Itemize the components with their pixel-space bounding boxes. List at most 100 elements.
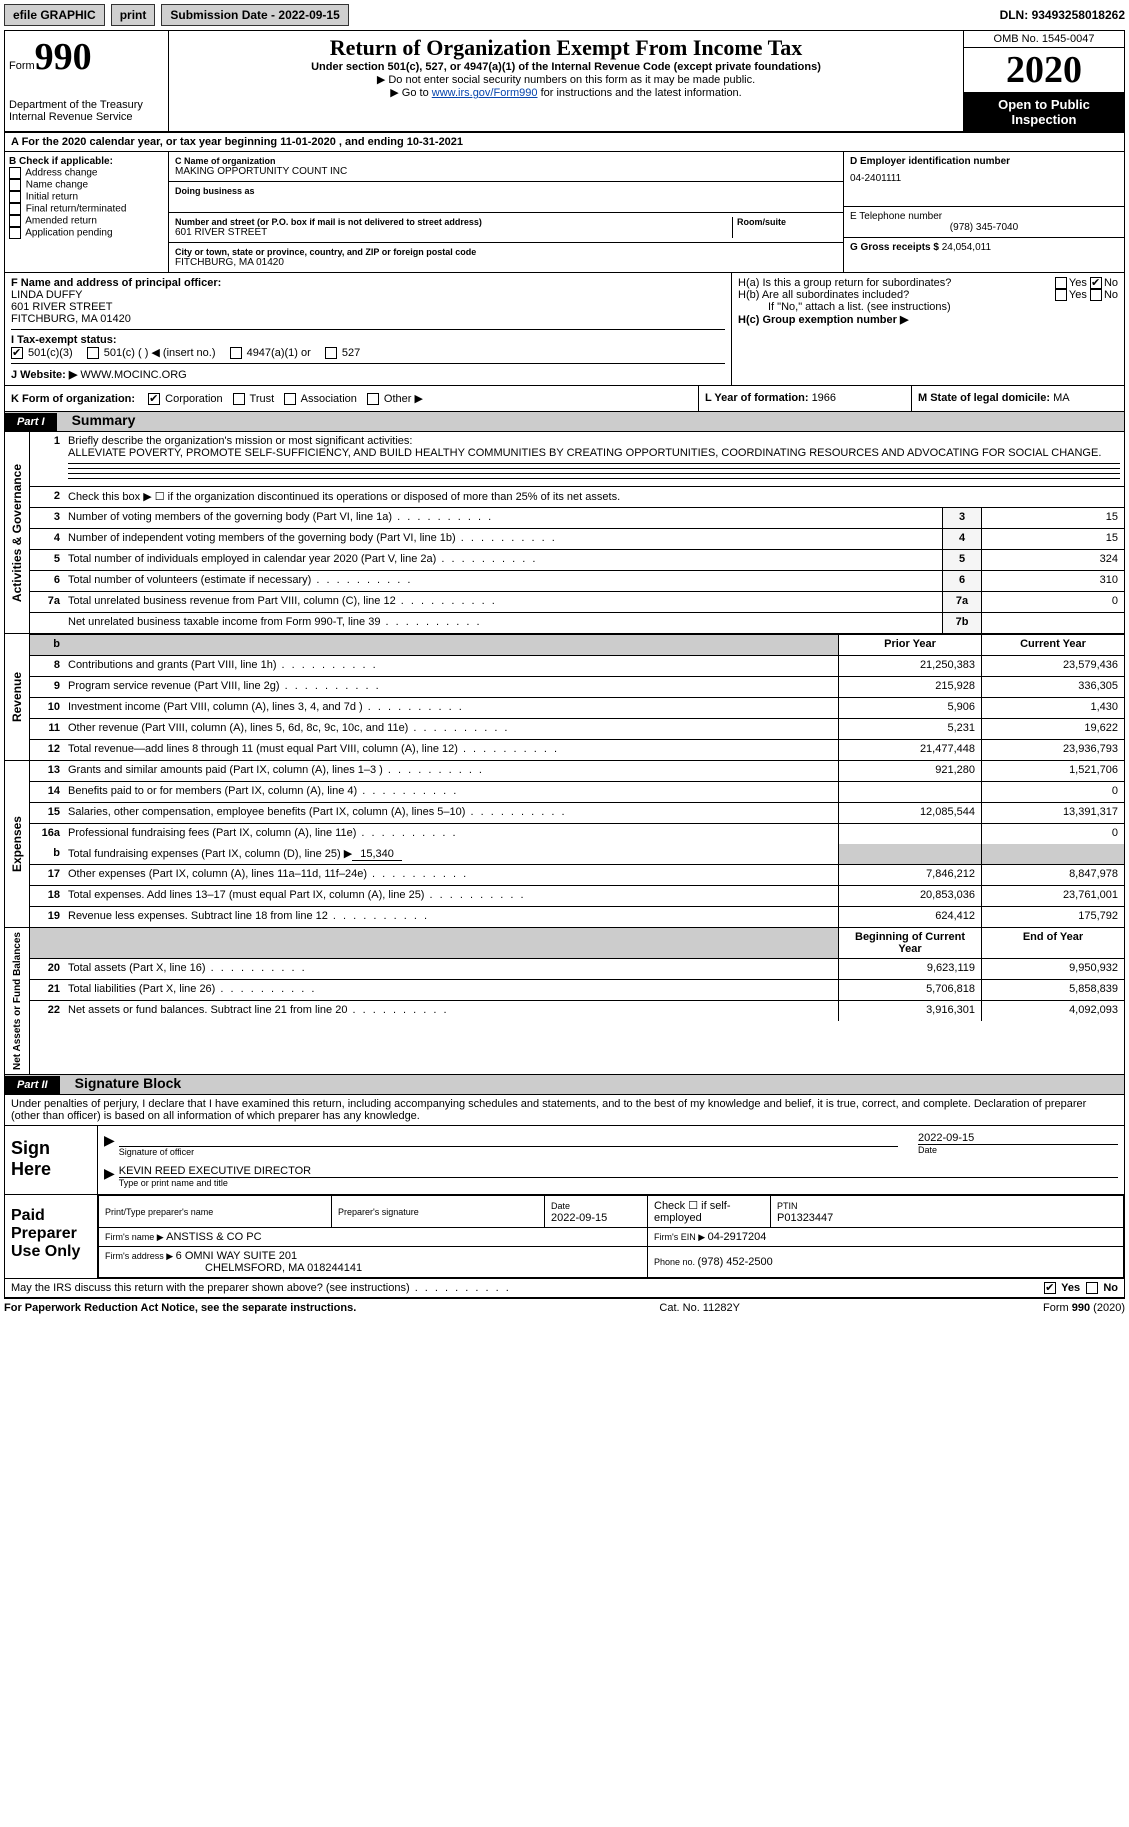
checkbox[interactable] (9, 191, 21, 203)
prep-sig-label: Preparer's signature (338, 1207, 419, 1217)
info-block-fh: F Name and address of principal officer:… (4, 273, 1125, 386)
phone-label: E Telephone number (850, 211, 1118, 222)
note-link-row: ▶ Go to www.irs.gov/Form990 for instruct… (177, 86, 955, 99)
irs-link[interactable]: www.irs.gov/Form990 (432, 87, 538, 99)
line-b-num: b (30, 844, 64, 864)
may-irs-row: May the IRS discuss this return with the… (4, 1279, 1125, 1298)
line-k-label: K Form of organization: (11, 393, 135, 405)
form-id-block: Form990 Department of the Treasury Inter… (5, 31, 169, 131)
officer-label: F Name and address of principal officer: (11, 277, 725, 289)
sign-here-block: Sign Here ▶ Signature of officer 2022-09… (4, 1126, 1125, 1195)
year-block: OMB No. 1545-0047 2020 Open to Public In… (963, 31, 1124, 131)
ein-label: D Employer identification number (850, 156, 1118, 167)
city-label: City or town, state or province, country… (175, 247, 837, 257)
end-year-header: End of Year (981, 928, 1124, 958)
line-b-value: 15,340 (352, 848, 402, 861)
org-form-checkbox[interactable] (148, 393, 160, 405)
irs-no-checkbox[interactable] (1086, 1282, 1098, 1294)
form-title-block: Return of Organization Exempt From Incom… (169, 31, 963, 131)
print-button[interactable]: print (111, 4, 156, 26)
line-b-text: Total fundraising expenses (Part IX, col… (68, 848, 352, 860)
dln-label: DLN: (1000, 8, 1032, 22)
revenue-section: Revenue b Prior Year Current Year 8Contr… (4, 634, 1125, 761)
firm-name-label: Firm's name ▶ (105, 1232, 166, 1242)
omb-number: OMB No. 1545-0047 (964, 31, 1124, 48)
tax-status-checkbox[interactable] (87, 347, 99, 359)
checkbox[interactable] (9, 167, 21, 179)
checkbox[interactable] (9, 215, 21, 227)
part2-title: Signature Block (63, 1075, 182, 1091)
org-form-checkbox[interactable] (233, 393, 245, 405)
checkbox[interactable] (9, 203, 21, 215)
part2-header: Part II Signature Block (4, 1075, 1125, 1095)
print-name-label: Print/Type preparer's name (105, 1207, 213, 1217)
part2-label: Part II (5, 1076, 60, 1094)
checkbox[interactable] (9, 227, 21, 239)
netassets-label: Net Assets or Fund Balances (10, 928, 25, 1074)
org-form-checkbox[interactable] (284, 393, 296, 405)
line-a-prefix: A For the 2020 calendar year, or tax yea… (11, 136, 280, 148)
prep-date-label: Date (551, 1201, 570, 1211)
hb-no-checkbox[interactable] (1090, 289, 1102, 301)
ha-no-checkbox[interactable] (1090, 277, 1102, 289)
fy-end: 10-31-2021 (407, 136, 463, 148)
part1-title: Summary (60, 412, 136, 428)
info-block-bcdeg: B Check if applicable: Address change Na… (4, 152, 1125, 273)
firm-name: ANSTISS & CO PC (166, 1231, 261, 1243)
block-h: H(a) Is this a group return for subordin… (732, 273, 1124, 385)
firm-addr2: CHELMSFORD, MA 018244141 (105, 1262, 362, 1274)
hb-note: If "No," attach a list. (see instruction… (738, 301, 1118, 313)
website-value: WWW.MOCINC.ORG (80, 369, 186, 381)
firm-addr-label: Firm's address ▶ (105, 1251, 176, 1261)
org-form-checkbox[interactable] (367, 393, 379, 405)
sign-here-label: Sign Here (5, 1126, 98, 1194)
ha-label: H(a) Is this a group return for subordin… (738, 277, 1055, 289)
tax-year: 2020 (964, 48, 1124, 93)
dept-treasury: Department of the Treasury (9, 99, 164, 111)
governance-label: Activities & Governance (8, 460, 26, 606)
line-m-label: M State of legal domicile: (918, 392, 1053, 404)
penalties-text: Under penalties of perjury, I declare th… (4, 1095, 1125, 1126)
checkbox[interactable] (9, 179, 21, 191)
hc-label: H(c) Group exemption number ▶ (738, 313, 1118, 326)
footer-right: Form 990 (2020) (1043, 1302, 1125, 1314)
hb-yes-checkbox[interactable] (1055, 289, 1067, 301)
sig-officer-label: Signature of officer (119, 1147, 898, 1157)
form-number: 990 (35, 36, 92, 78)
open-public-badge: Open to Public Inspection (964, 93, 1124, 131)
tax-status-checkbox[interactable] (325, 347, 337, 359)
type-name-label: Type or print name and title (119, 1178, 1118, 1188)
state-domicile: MA (1053, 392, 1070, 404)
line-l-label: L Year of formation: (705, 392, 812, 404)
revenue-label: Revenue (8, 668, 26, 726)
tax-status-checkbox[interactable] (11, 347, 23, 359)
current-year-header: Current Year (981, 635, 1124, 655)
self-employed-check: Check ☐ if self-employed (648, 1196, 771, 1228)
org-name-label: C Name of organization (175, 156, 837, 166)
gross-receipts-value: 24,054,011 (942, 242, 991, 253)
q1-label: Briefly describe the organization's miss… (68, 435, 412, 447)
governance-section: Activities & Governance 1 Briefly descri… (4, 432, 1125, 634)
block-b-title: B Check if applicable: (9, 156, 164, 167)
city-state-zip: FITCHBURG, MA 01420 (175, 257, 837, 268)
tax-status-checkbox[interactable] (230, 347, 242, 359)
firm-ein-label: Firm's EIN ▶ (654, 1232, 708, 1242)
ha-yes-checkbox[interactable] (1055, 277, 1067, 289)
officer-city: FITCHBURG, MA 01420 (11, 313, 725, 325)
q2-text: Check this box ▶ ☐ if the organization d… (64, 487, 1124, 507)
submission-label: Submission Date - (170, 8, 278, 22)
irs-yes-checkbox[interactable] (1044, 1282, 1056, 1294)
top-bar: efile GRAPHIC print Submission Date - 20… (4, 4, 1125, 26)
addr-label: Number and street (or P.O. box if mail i… (175, 217, 732, 227)
gross-receipts-label: G Gross receipts $ (850, 242, 942, 253)
paid-preparer-label: Paid Preparer Use Only (5, 1195, 98, 1278)
note-rest: for instructions and the latest informat… (538, 87, 742, 99)
line-i-label: I Tax-exempt status: (11, 334, 117, 346)
sig-date: 2022-09-15 (918, 1132, 1118, 1145)
phone-value: (978) 345-7040 (850, 222, 1118, 233)
submission-date-badge: Submission Date - 2022-09-15 (161, 4, 348, 26)
dept-irs: Internal Revenue Service (9, 111, 164, 123)
dln-value: 93493258018262 (1032, 8, 1125, 22)
footer-left: For Paperwork Reduction Act Notice, see … (4, 1302, 356, 1314)
paid-preparer-block: Paid Preparer Use Only Print/Type prepar… (4, 1195, 1125, 1279)
